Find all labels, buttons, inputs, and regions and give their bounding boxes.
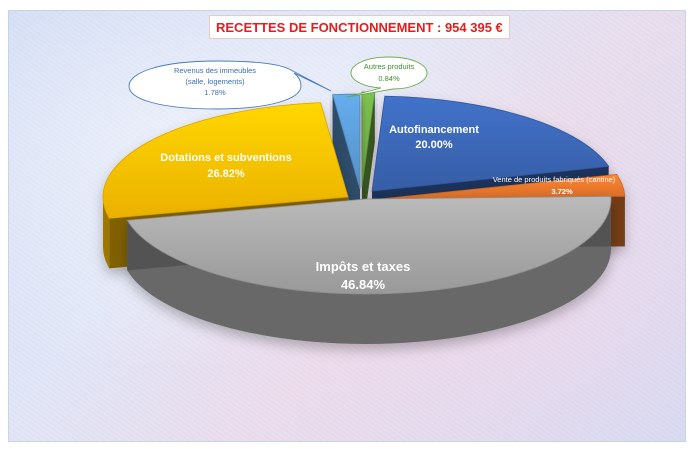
value-dotations: 26.82%	[207, 168, 245, 180]
chart-title-box: RECETTES DE FONCTIONNEMENT : 954 395 €	[209, 15, 510, 39]
pie-slice-impots-taxes	[126, 195, 612, 344]
label-dotations: Dotations et subventions	[160, 152, 291, 164]
slice-top	[371, 95, 610, 192]
slice-side	[127, 199, 612, 344]
callout-bubble	[128, 60, 332, 110]
slice-top	[102, 102, 349, 219]
label-vente-cantine: Vente de produits fabriqués (cantine)	[493, 175, 616, 184]
callout-autres-produits: Autres produits 0.84%	[346, 56, 428, 98]
slice-side	[103, 197, 110, 269]
callout-revenus-label-2: (salle, logements)	[185, 77, 245, 86]
value-vente-cantine: 3.72%	[551, 187, 573, 196]
callout-bubble	[346, 56, 428, 98]
slice-top	[379, 173, 626, 200]
callout-autres-label: Autres produits	[364, 62, 415, 71]
callout-revenus-label-1: Revenus des immeubles	[174, 66, 256, 75]
chart-title: RECETTES DE FONCTIONNEMENT : 954 395 €	[216, 19, 503, 35]
label-impots: Impôts et taxes	[316, 259, 411, 274]
value-autofinancement: 20.00%	[415, 139, 453, 151]
chart-panel: RECETTES DE FONCTIONNEMENT : 954 395 € A…	[8, 10, 686, 442]
callout-revenus-immeubles: Revenus des immeubles (salle, logements) 1…	[128, 60, 332, 110]
label-autofinancement: Autofinancement	[389, 124, 479, 136]
callout-autres-value: 0.84%	[378, 74, 400, 83]
slice-top	[126, 195, 612, 295]
pie-chart: Autofinancement 20.00% Vente de produits f…	[102, 56, 626, 344]
callout-revenus-value: 1.78%	[204, 88, 226, 97]
value-impots: 46.84%	[341, 277, 386, 292]
